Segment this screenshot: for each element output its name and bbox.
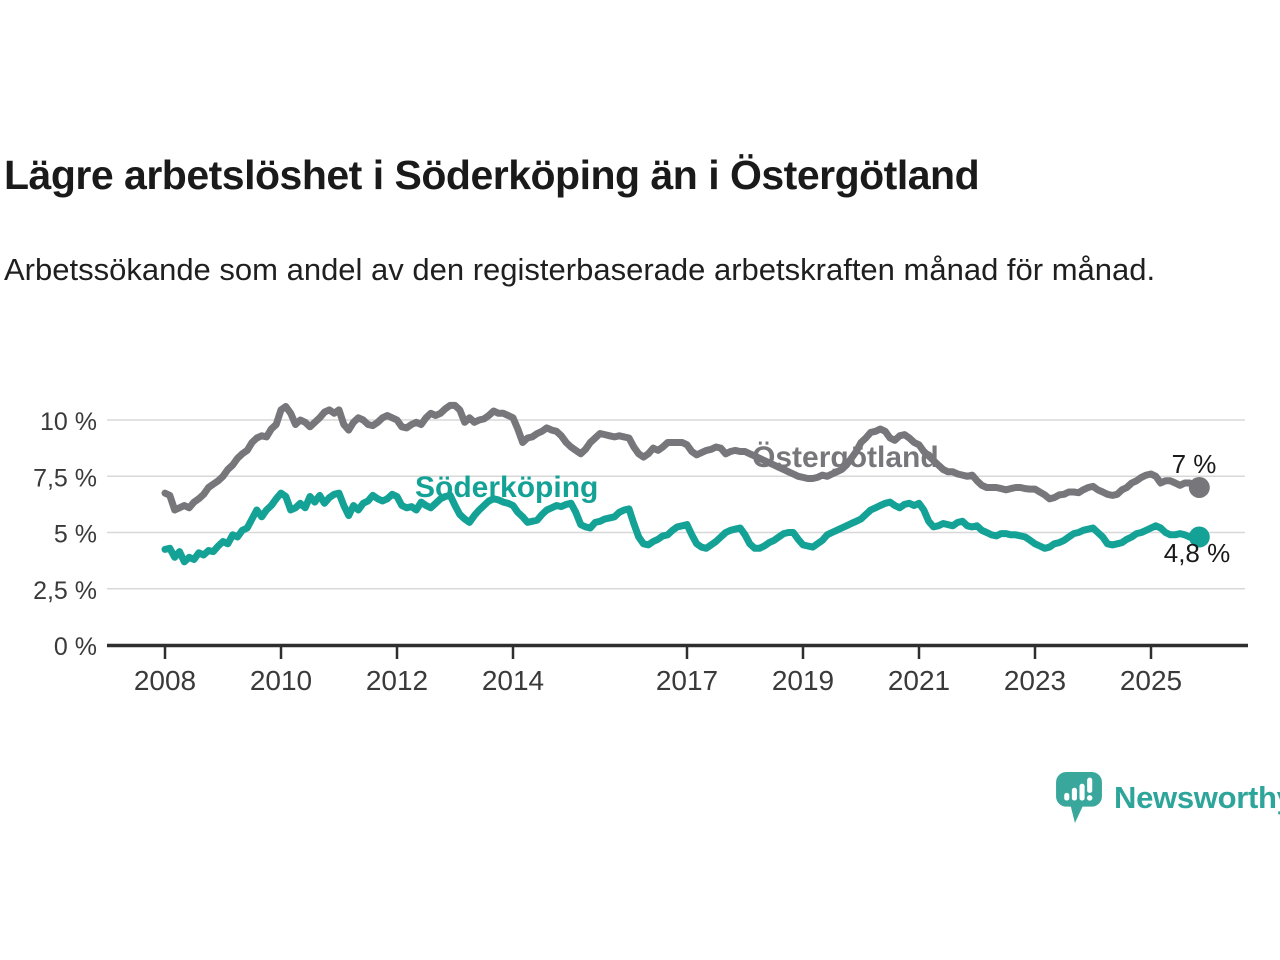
gridlines-group: 10 % 7,5 % 5 % 2,5 % 0 %: [33, 408, 1245, 661]
y-axis-tick-label: 2,5 %: [33, 577, 97, 605]
series-line-stergtland: [161, 401, 1203, 514]
newsworthy-logo: Newsworthy: [1056, 772, 1280, 824]
series-line-sderkping: [161, 489, 1203, 566]
x-axis-tick-label: 2021: [888, 665, 950, 696]
y-axis-tick-label: 0 %: [54, 633, 97, 661]
x-axis-tick-label: 2008: [134, 665, 196, 696]
series-end-dot-stergtland: [1188, 477, 1210, 498]
x-axis-tick-label: 2014: [482, 665, 544, 696]
end-value-label-soderkoping: 4,8 %: [1164, 538, 1231, 568]
y-axis-tick-label: 10 %: [40, 408, 97, 436]
page-subtitle: Arbetssökande som andel av den registerb…: [4, 252, 1156, 287]
bar-chart-glyph: [1064, 777, 1093, 801]
x-axis-tick-label: 2025: [1120, 665, 1182, 696]
series-end-dot-sderkping: [1188, 526, 1210, 548]
x-axis-tick-label: 2012: [366, 665, 428, 696]
series-label-ostergotland: Östergötland: [752, 441, 939, 474]
newsworthy-logo-text: Newsworthy: [1114, 780, 1280, 815]
series-group: [161, 401, 1210, 566]
x-axis-group: 2008 2010 2012 2014 2017 2019 2021 2023 2025: [107, 643, 1248, 696]
x-axis-tick-label: 2017: [656, 665, 718, 696]
x-axis-tick-label: 2023: [1004, 665, 1066, 696]
series-label-soderkoping: Söderköping: [415, 471, 598, 504]
x-axis-tick-label: 2010: [250, 665, 312, 696]
end-value-label-ostergotland: 7 %: [1172, 449, 1217, 479]
y-axis-tick-label: 5 %: [54, 521, 97, 549]
y-axis-tick-label: 7,5 %: [33, 464, 97, 492]
newsworthy-bars-speech-bubble-icon: [1056, 772, 1102, 823]
speech-bubble-shape: [1056, 772, 1102, 823]
x-axis-tick-label: 2019: [772, 665, 834, 696]
page-title: Lägre arbetslöshet i Söderköping än i Ös…: [4, 152, 980, 198]
